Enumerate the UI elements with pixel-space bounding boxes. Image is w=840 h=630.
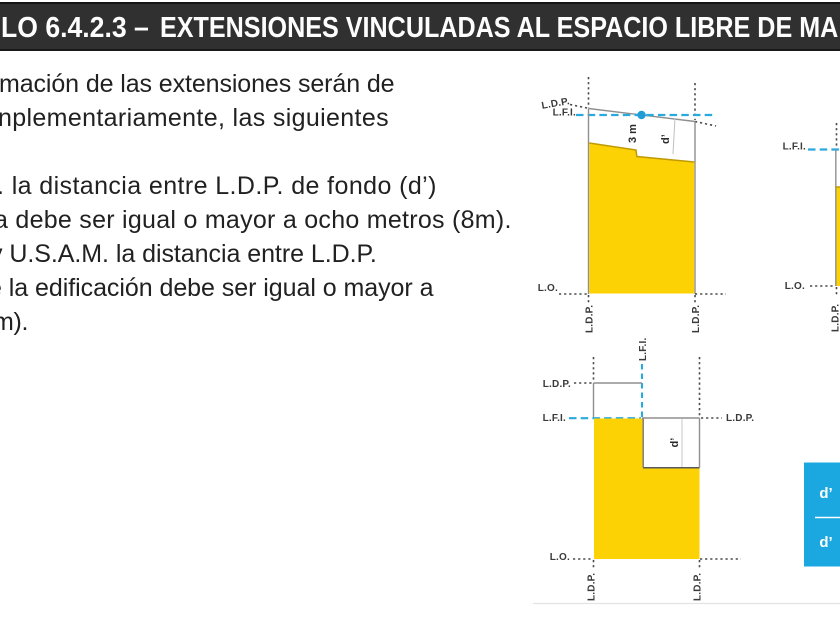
svg-text:L.D.P.: L.D.P. <box>541 96 571 112</box>
svg-text:3 m: 3 m <box>627 124 639 143</box>
svg-text:L.D.P.: L.D.P. <box>585 305 596 333</box>
svg-text:L.D.P.: L.D.P. <box>691 305 702 333</box>
svg-text:L.D.P.: L.D.P. <box>726 413 754 424</box>
svg-text:L.D.P.: L.D.P. <box>831 304 840 332</box>
svg-text:L.O.: L.O. <box>550 552 570 563</box>
svg-text:L.F.I.: L.F.I. <box>638 338 649 361</box>
svg-text:L.O.: L.O. <box>538 283 558 294</box>
svg-text:L.D.P.: L.D.P. <box>543 379 571 390</box>
svg-text:d’: d’ <box>819 534 832 551</box>
svg-text:L.F.I.: L.F.I. <box>553 108 576 119</box>
svg-text:L.F.I.: L.F.I. <box>783 142 806 153</box>
svg-text:L.O.: L.O. <box>785 281 805 292</box>
svg-text:d’: d’ <box>819 485 832 502</box>
svg-text:d’: d’ <box>669 438 681 448</box>
svg-text:L.D.P.: L.D.P. <box>693 573 704 601</box>
svg-text:d’: d’ <box>660 134 672 144</box>
svg-text:L.F.I.: L.F.I. <box>543 413 566 424</box>
svg-text:L.D.P.: L.D.P. <box>587 573 598 601</box>
